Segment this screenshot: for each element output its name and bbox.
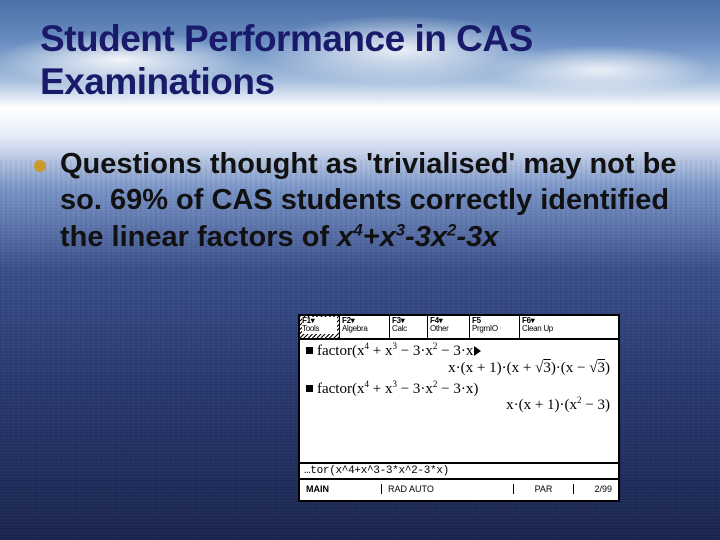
status-page: 2/99: [574, 484, 618, 494]
calc-output-2: x·(x + 1)·(x2 − 3): [306, 397, 612, 415]
calc-menu-f1: F1▾Tools: [300, 316, 340, 338]
calc-entry-line: …tor(x^4+x^3-3*x^2-3*x): [300, 462, 618, 478]
truncate-arrow-icon: [474, 346, 481, 356]
calculator-menu-bar: F1▾Tools F2▾Algebra F3▾Calc F4▾Other F5P…: [300, 316, 618, 340]
calc-input-2: factor(x4 + x3 − 3·x2 − 3·x): [306, 382, 612, 398]
entry-marker-icon: [306, 385, 313, 392]
calc-menu-f6: F6▾Clean Up: [520, 316, 618, 338]
calc-input-1: factor(x4 + x3 − 3·x2 − 3·x: [306, 344, 612, 360]
calc-menu-f5: F5PrgmIO: [470, 316, 520, 338]
calc-menu-f4: F4▾Other: [428, 316, 470, 338]
bullet-marker: [34, 160, 46, 172]
bullet-item: Questions thought as 'trivialised' may n…: [34, 146, 692, 255]
status-par: PAR: [514, 484, 574, 494]
entry-marker-icon: [306, 347, 313, 354]
calc-menu-f2: F2▾Algebra: [340, 316, 390, 338]
slide-title: Student Performance in CAS Examinations: [40, 18, 680, 103]
status-mode: RAD AUTO: [382, 484, 514, 494]
calculator-history: factor(x4 + x3 − 3·x2 − 3·x x·(x + 1)·(x…: [300, 340, 618, 478]
slide: Student Performance in CAS Examinations …: [0, 0, 720, 540]
calculator-screenshot: F1▾Tools F2▾Algebra F3▾Calc F4▾Other F5P…: [298, 314, 620, 502]
status-main: MAIN: [300, 484, 382, 494]
bullet-text: Questions thought as 'trivialised' may n…: [60, 146, 692, 255]
calculator-status-bar: MAIN RAD AUTO PAR 2/99: [300, 478, 618, 498]
polynomial-expression: x4+x3-3x2-3x: [337, 221, 498, 253]
calc-menu-f3: F3▾Calc: [390, 316, 428, 338]
calc-output-1: x·(x + 1)·(x + √3)·(x − √3): [306, 360, 612, 378]
